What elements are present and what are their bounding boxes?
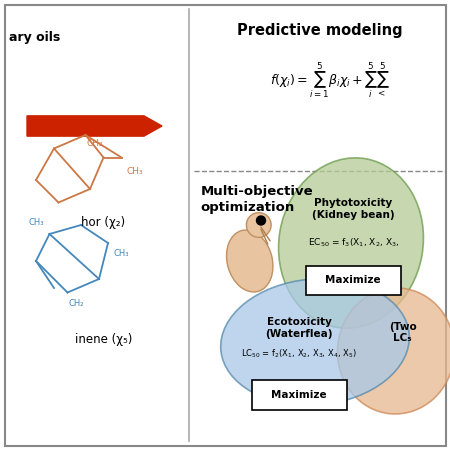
- Text: CH₃: CH₃: [127, 166, 143, 176]
- Text: Maximize: Maximize: [271, 390, 327, 400]
- Ellipse shape: [220, 279, 410, 405]
- Text: CH₃: CH₃: [28, 218, 44, 227]
- FancyBboxPatch shape: [4, 4, 446, 446]
- Text: Predictive modeling: Predictive modeling: [237, 22, 402, 37]
- Text: Multi-objective
optimization: Multi-objective optimization: [200, 184, 313, 213]
- Ellipse shape: [226, 230, 273, 292]
- Text: CH₂: CH₂: [69, 299, 84, 308]
- Text: $f(\chi_i) = \sum_{i=1}^{5} \beta_i \chi_i + \sum_{i}^{5} \sum_{<}^{5}$: $f(\chi_i) = \sum_{i=1}^{5} \beta_i \chi…: [270, 61, 390, 101]
- Text: CH₃: CH₃: [114, 249, 129, 258]
- Text: (Two
LC₅: (Two LC₅: [389, 322, 417, 343]
- Circle shape: [256, 216, 266, 225]
- Ellipse shape: [279, 158, 423, 328]
- Ellipse shape: [247, 213, 271, 238]
- Text: Ecotoxicity
(Waterflea): Ecotoxicity (Waterflea): [266, 317, 333, 339]
- FancyArrow shape: [27, 116, 162, 136]
- Text: Maximize: Maximize: [325, 275, 381, 285]
- Text: EC$_{50}$ = f$_3$(X$_1$, X$_2$, X$_3$,: EC$_{50}$ = f$_3$(X$_1$, X$_2$, X$_3$,: [307, 237, 399, 249]
- Text: CH₂: CH₂: [86, 140, 103, 148]
- Ellipse shape: [338, 288, 450, 414]
- FancyBboxPatch shape: [252, 380, 346, 410]
- FancyBboxPatch shape: [306, 266, 400, 295]
- Text: LC$_{50}$ = f$_2$(X$_1$, X$_2$, X$_3$, X$_4$, X$_5$): LC$_{50}$ = f$_2$(X$_1$, X$_2$, X$_3$, X…: [241, 347, 357, 360]
- Text: Phytotoxicity
(Kidney bean): Phytotoxicity (Kidney bean): [312, 198, 395, 220]
- Text: inene (χ₅): inene (χ₅): [75, 333, 132, 346]
- Text: ary oils: ary oils: [9, 32, 60, 45]
- Text: hor (χ₂): hor (χ₂): [81, 216, 126, 229]
